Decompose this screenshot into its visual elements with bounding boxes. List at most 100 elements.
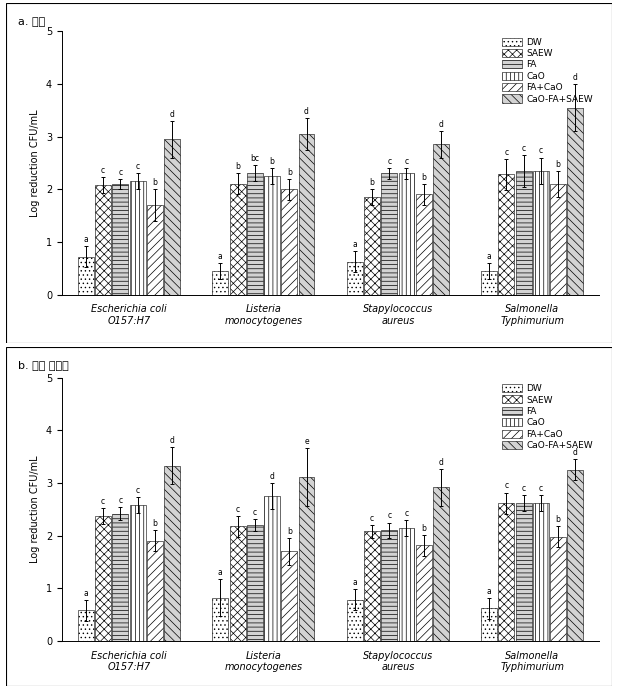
Text: d: d xyxy=(439,457,443,466)
Bar xyxy=(533,170,549,295)
Bar xyxy=(147,541,163,641)
Text: b: b xyxy=(153,178,158,187)
Bar xyxy=(381,530,397,641)
Text: d: d xyxy=(439,120,443,129)
Bar xyxy=(298,134,315,295)
Bar xyxy=(567,107,583,295)
Text: b: b xyxy=(421,173,426,182)
Bar xyxy=(433,487,449,641)
Legend: DW, SAEW, FA, CaO, FA+CaO, CaO-FA+SAEW: DW, SAEW, FA, CaO, FA+CaO, CaO-FA+SAEW xyxy=(501,36,595,105)
Bar xyxy=(112,514,129,641)
Bar xyxy=(230,526,245,641)
Bar xyxy=(515,170,531,295)
Bar xyxy=(78,256,94,295)
Bar xyxy=(213,598,228,641)
Text: a: a xyxy=(487,587,491,596)
Text: b: b xyxy=(421,523,426,532)
Text: c: c xyxy=(504,148,509,157)
Bar xyxy=(481,271,497,295)
Bar xyxy=(381,173,397,295)
Bar xyxy=(416,545,431,641)
Text: b: b xyxy=(235,162,240,171)
Text: c: c xyxy=(504,482,509,491)
Text: b: b xyxy=(287,168,292,177)
Text: c: c xyxy=(118,496,122,505)
Text: a: a xyxy=(218,252,222,261)
Bar xyxy=(281,552,297,641)
Bar xyxy=(416,195,431,295)
Text: c: c xyxy=(539,484,543,493)
Text: c: c xyxy=(522,484,526,493)
Text: b: b xyxy=(556,159,561,168)
Bar xyxy=(499,503,514,641)
Bar xyxy=(112,184,129,295)
Text: a: a xyxy=(83,589,88,598)
Bar xyxy=(515,503,531,641)
Y-axis label: Log reduction CFU/mL: Log reduction CFU/mL xyxy=(30,109,40,217)
Y-axis label: Log reduction CFU/mL: Log reduction CFU/mL xyxy=(30,455,40,563)
Bar xyxy=(230,184,245,295)
Bar xyxy=(130,182,146,295)
Text: b. 방울 토마토: b. 방울 토마토 xyxy=(19,360,69,370)
Text: d: d xyxy=(170,109,174,119)
Text: c: c xyxy=(387,157,391,166)
Text: b: b xyxy=(153,519,158,528)
Text: b: b xyxy=(370,178,375,187)
Bar xyxy=(147,205,163,295)
Bar xyxy=(499,175,514,295)
Bar xyxy=(347,262,363,295)
Text: a: a xyxy=(352,578,357,587)
Text: c: c xyxy=(135,162,140,171)
Bar xyxy=(298,477,315,641)
Bar xyxy=(213,271,228,295)
Bar xyxy=(399,528,415,641)
Text: d: d xyxy=(269,472,274,481)
Text: c: c xyxy=(118,168,122,177)
Bar xyxy=(130,505,146,641)
Bar xyxy=(433,144,449,295)
Text: d: d xyxy=(304,107,309,116)
Text: c: c xyxy=(101,166,105,175)
Text: d: d xyxy=(573,73,578,82)
Text: bc: bc xyxy=(250,155,260,164)
Text: e: e xyxy=(304,437,309,446)
Text: c: c xyxy=(135,486,140,495)
Legend: DW, SAEW, FA, CaO, FA+CaO, CaO-FA+SAEW: DW, SAEW, FA, CaO, FA+CaO, CaO-FA+SAEW xyxy=(501,383,595,452)
Bar xyxy=(550,184,566,295)
Text: c: c xyxy=(404,157,408,166)
Bar xyxy=(264,176,280,295)
Bar xyxy=(567,470,583,641)
Text: d: d xyxy=(573,448,578,457)
Bar xyxy=(281,189,297,295)
Text: c: c xyxy=(370,514,374,523)
Text: a: a xyxy=(352,240,357,249)
Bar xyxy=(247,525,263,641)
Bar xyxy=(533,503,549,641)
Text: c: c xyxy=(387,511,391,520)
Text: a: a xyxy=(487,252,491,261)
Bar xyxy=(399,173,415,295)
Text: c: c xyxy=(522,144,526,153)
Text: c: c xyxy=(235,505,240,514)
Text: b: b xyxy=(556,515,561,524)
Bar xyxy=(347,600,363,641)
Bar xyxy=(264,496,280,641)
Bar xyxy=(164,139,180,295)
Text: c: c xyxy=(404,509,408,518)
Bar xyxy=(364,197,380,295)
Text: a: a xyxy=(83,235,88,244)
Bar xyxy=(364,532,380,641)
Bar xyxy=(164,466,180,641)
Bar xyxy=(550,537,566,641)
Bar xyxy=(481,608,497,641)
Text: c: c xyxy=(101,497,105,506)
Bar xyxy=(247,173,263,295)
Text: b: b xyxy=(287,527,292,536)
Bar xyxy=(78,611,94,641)
Bar xyxy=(95,185,111,295)
Text: c: c xyxy=(539,146,543,155)
Bar xyxy=(95,516,111,641)
Text: c: c xyxy=(253,508,257,517)
Text: a: a xyxy=(218,568,222,577)
Text: b: b xyxy=(269,157,274,166)
